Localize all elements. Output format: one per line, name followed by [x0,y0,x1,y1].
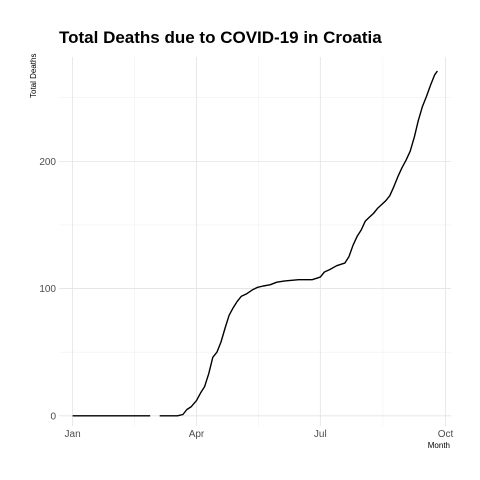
x-axis-label: Month [428,441,450,450]
y-axis-label: Total Deaths [29,54,38,98]
y-tick-labels: 0 100 200 [39,157,56,422]
x-tick-label: Apr [189,429,205,440]
x-tick-label: Jan [65,429,81,440]
series-line [159,70,438,417]
x-tick-label: Jul [314,429,327,440]
chart-title: Total Deaths due to COVID-19 in Croatia [59,28,382,47]
series-layer [72,70,438,417]
y-tick-label: 0 [50,411,56,422]
y-tick-label: 200 [39,157,56,168]
x-tick-label: Oct [438,429,454,440]
x-tick-labels: Jan Apr Jul Oct [65,429,454,440]
y-tick-label: 100 [39,284,56,295]
grid [59,57,451,426]
